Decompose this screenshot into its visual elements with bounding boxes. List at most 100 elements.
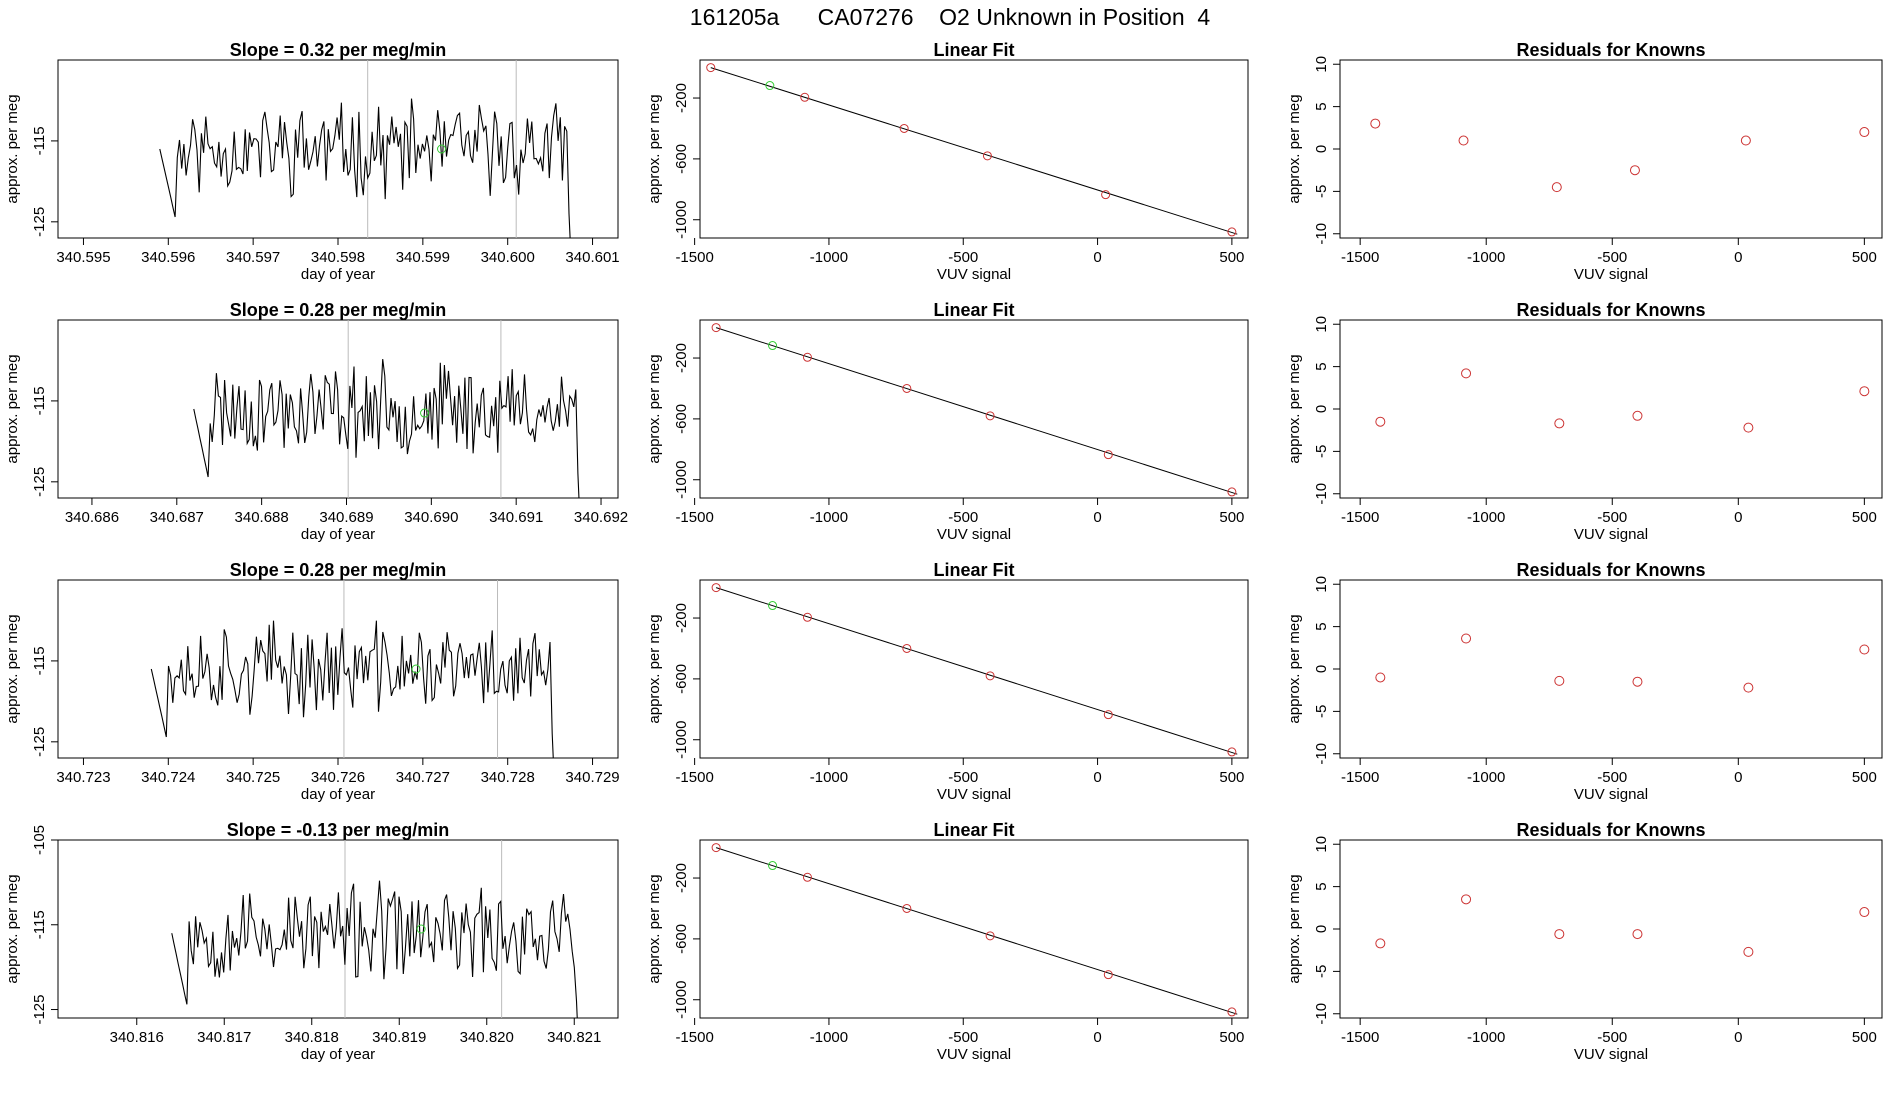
x-tick-label: 500 bbox=[1219, 1029, 1244, 1046]
residual-point bbox=[1632, 676, 1643, 687]
y-tick-label: -600 bbox=[673, 404, 690, 434]
plot-area bbox=[1375, 894, 1870, 957]
residual-point bbox=[1629, 165, 1640, 176]
x-axis-label: VUV signal bbox=[937, 1046, 1011, 1063]
x-tick-label: -500 bbox=[1597, 509, 1627, 526]
x-tick-label: 340.598 bbox=[311, 249, 365, 266]
panel-title: Residuals for Knowns bbox=[1516, 560, 1705, 580]
x-tick-label: 340.599 bbox=[396, 249, 450, 266]
x-tick-label: -500 bbox=[948, 249, 978, 266]
x-tick-label: -1500 bbox=[1341, 249, 1379, 266]
plot-area bbox=[711, 323, 1238, 497]
x-tick-label: 340.597 bbox=[226, 249, 280, 266]
panel-title: Linear Fit bbox=[933, 300, 1014, 320]
unknown-point bbox=[420, 408, 430, 418]
panel-5: Linear Fit VUV signal approx. per meg -1500… bbox=[646, 300, 1249, 543]
trace-line bbox=[150, 620, 554, 758]
residual-point bbox=[1743, 422, 1754, 433]
plot-frame bbox=[57, 59, 619, 239]
plot-area bbox=[171, 840, 578, 1018]
residual-point bbox=[1743, 946, 1754, 957]
trace-line bbox=[193, 359, 580, 498]
panel-9: Residuals for Knowns VUV signal approx. pe… bbox=[1286, 560, 1883, 803]
x-tick-label: 500 bbox=[1852, 769, 1877, 786]
x-tick-label: 340.820 bbox=[460, 1029, 514, 1046]
x-tick-label: 0 bbox=[1734, 1029, 1742, 1046]
panel-title: Residuals for Knowns bbox=[1516, 300, 1705, 320]
known-point bbox=[1103, 450, 1113, 460]
y-axis-label: approx. per meg bbox=[1286, 94, 1303, 203]
x-tick-label: -1500 bbox=[675, 1029, 713, 1046]
x-tick-label: 340.724 bbox=[141, 769, 195, 786]
panel-title: Slope = 0.28 per meg/min bbox=[230, 560, 447, 580]
x-tick-label: 340.687 bbox=[150, 509, 204, 526]
x-tick-label: -1500 bbox=[675, 509, 713, 526]
residual-point bbox=[1554, 418, 1565, 429]
x-tick-label: 340.691 bbox=[489, 509, 543, 526]
unknown-point bbox=[416, 924, 426, 934]
residual-point bbox=[1743, 682, 1754, 693]
unknown-point bbox=[765, 81, 775, 91]
x-tick-label: -1000 bbox=[810, 509, 848, 526]
known-point bbox=[1227, 747, 1237, 757]
residual-point bbox=[1551, 182, 1562, 193]
x-tick-label: -1000 bbox=[1467, 509, 1505, 526]
panel-8: Linear Fit VUV signal approx. per meg -1500… bbox=[646, 560, 1249, 803]
y-tick-label: -5 bbox=[1313, 445, 1330, 458]
x-tick-label: 340.692 bbox=[574, 509, 628, 526]
x-tick-label: 340.690 bbox=[404, 509, 458, 526]
known-point bbox=[985, 671, 995, 681]
plot-frame bbox=[1339, 59, 1883, 239]
known-point bbox=[902, 903, 912, 913]
y-tick-label: 10 bbox=[1313, 836, 1330, 853]
x-tick-label: 340.817 bbox=[197, 1029, 251, 1046]
plot-frame bbox=[57, 579, 619, 759]
y-tick-label: 10 bbox=[1313, 56, 1330, 73]
y-tick-label: -115 bbox=[31, 386, 48, 415]
x-tick-label: 340.725 bbox=[226, 769, 280, 786]
x-tick-label: 340.596 bbox=[141, 249, 195, 266]
panel-11: Linear Fit VUV signal approx. per meg -1500… bbox=[646, 820, 1249, 1063]
panel-12: Residuals for Knowns VUV signal approx. pe… bbox=[1286, 820, 1883, 1063]
fit-line bbox=[715, 847, 1238, 1015]
residual-point bbox=[1458, 135, 1469, 146]
known-point bbox=[800, 92, 810, 102]
y-tick-label: -200 bbox=[673, 83, 690, 113]
plot-area bbox=[1375, 633, 1870, 693]
x-tick-label: 340.726 bbox=[311, 769, 365, 786]
x-tick-label: 340.686 bbox=[65, 509, 119, 526]
trace-line bbox=[159, 98, 571, 238]
x-tick-label: 340.689 bbox=[319, 509, 373, 526]
x-axis-label: day of year bbox=[301, 266, 375, 283]
y-tick-label: 5 bbox=[1313, 882, 1330, 890]
y-tick-label: 0 bbox=[1313, 405, 1330, 413]
y-tick-label: -600 bbox=[673, 924, 690, 954]
known-point bbox=[902, 383, 912, 393]
fit-line bbox=[715, 327, 1238, 495]
x-tick-label: 340.727 bbox=[396, 769, 450, 786]
y-tick-label: -600 bbox=[673, 664, 690, 694]
y-axis-label: approx. per meg bbox=[646, 874, 663, 983]
unknown-point bbox=[768, 341, 778, 351]
x-tick-label: 0 bbox=[1093, 509, 1101, 526]
y-tick-label: -125 bbox=[31, 207, 48, 237]
x-tick-label: 340.816 bbox=[110, 1029, 164, 1046]
y-tick-label: -5 bbox=[1313, 965, 1330, 978]
known-point bbox=[711, 843, 721, 853]
panel-10: Slope = -0.13 per meg/min day of year appr… bbox=[4, 820, 619, 1063]
y-tick-label: -200 bbox=[673, 343, 690, 373]
y-axis-label: approx. per meg bbox=[1286, 354, 1303, 463]
plot-area bbox=[1370, 118, 1870, 193]
plot-area bbox=[159, 60, 571, 238]
panel-title: Linear Fit bbox=[933, 820, 1014, 840]
y-tick-label: -10 bbox=[1313, 743, 1330, 765]
x-tick-label: 500 bbox=[1852, 1029, 1877, 1046]
x-axis-label: VUV signal bbox=[937, 786, 1011, 803]
x-tick-label: -1000 bbox=[1467, 1029, 1505, 1046]
fit-line bbox=[710, 67, 1238, 235]
known-point bbox=[706, 63, 716, 73]
panel-title: Residuals for Knowns bbox=[1516, 40, 1705, 60]
x-tick-label: 340.688 bbox=[235, 509, 289, 526]
plot-frame bbox=[1339, 839, 1883, 1019]
